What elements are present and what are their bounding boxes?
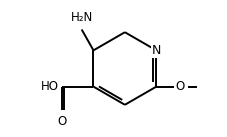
Text: O: O [175,80,184,93]
Text: O: O [57,115,66,128]
Text: N: N [151,44,160,57]
Text: HO: HO [41,80,59,93]
Text: H₂N: H₂N [70,11,92,24]
